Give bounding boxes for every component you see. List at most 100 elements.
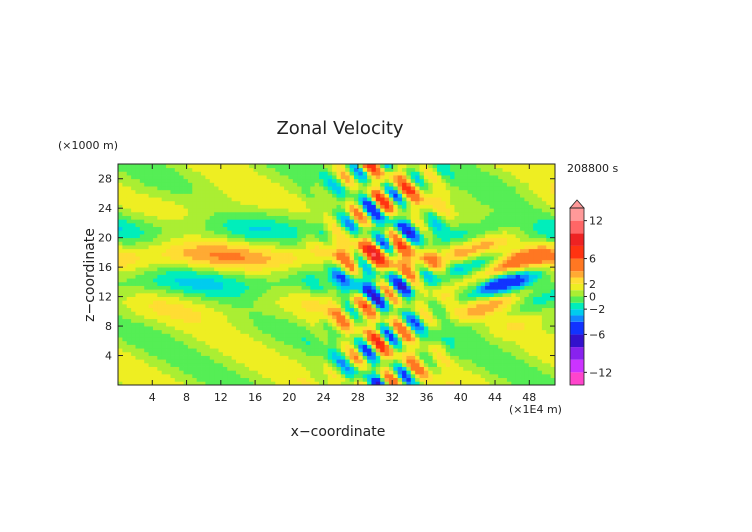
heatmap-cell [358, 311, 364, 316]
heatmap-cell [314, 215, 320, 220]
heatmap-cell [406, 348, 412, 353]
heatmap-cell [432, 248, 438, 253]
heatmap-cell [279, 241, 285, 246]
heatmap-cell [209, 200, 215, 205]
heatmap-cell [388, 340, 394, 345]
heatmap-cell [139, 248, 145, 253]
heatmap-cell [305, 211, 311, 216]
heatmap-cell [463, 226, 468, 231]
heatmap-cell [244, 233, 250, 239]
heatmap-cell [244, 322, 250, 327]
heatmap-cell [257, 315, 263, 320]
heatmap-cell [336, 252, 342, 257]
heatmap-cell [196, 263, 202, 268]
heatmap-cell [249, 211, 254, 216]
heatmap-cell [196, 197, 202, 202]
heatmap-cell [214, 167, 219, 172]
heatmap-cell [419, 292, 425, 297]
heatmap-cell [336, 215, 342, 220]
heatmap-cell [279, 373, 285, 379]
heatmap-cell [218, 230, 224, 235]
heatmap-cell [270, 311, 276, 316]
heatmap-cell [319, 348, 324, 353]
heatmap-cell [402, 263, 407, 268]
heatmap-cell [148, 204, 154, 209]
heatmap-cell [410, 322, 416, 327]
heatmap-cell [192, 296, 198, 301]
heatmap-cell [292, 171, 298, 176]
heatmap-cell [367, 366, 372, 371]
heatmap-cell [284, 200, 289, 205]
heatmap-cell [410, 348, 416, 353]
heatmap-cell [415, 355, 420, 360]
heatmap-cell [235, 381, 241, 386]
heatmap-cell [275, 252, 281, 257]
heatmap-cell [419, 337, 425, 342]
heatmap-cell [419, 355, 425, 360]
heatmap-cell [118, 329, 123, 334]
heatmap-cell [209, 245, 215, 250]
heatmap-cell [415, 186, 420, 191]
heatmap-cell [445, 178, 451, 183]
heatmap-cell [410, 296, 416, 301]
heatmap-cell [380, 175, 385, 180]
heatmap-cell [235, 351, 241, 356]
heatmap-cell [253, 167, 259, 172]
heatmap-cell [345, 303, 351, 309]
heatmap-cell [227, 318, 233, 323]
heatmap-cell [183, 245, 189, 250]
heatmap-cell [415, 164, 420, 169]
heatmap-cell [305, 281, 311, 286]
heatmap-cell [305, 197, 311, 202]
heatmap-cell [345, 241, 351, 246]
heatmap-cell [380, 366, 385, 371]
heatmap-cell [166, 193, 171, 198]
heatmap-cell [231, 278, 237, 283]
heatmap-cell [131, 222, 136, 228]
heatmap-cell [362, 230, 368, 235]
heatmap-cell [432, 164, 438, 169]
heatmap-cell [310, 233, 316, 239]
heatmap-cell [126, 270, 132, 275]
heatmap-cell [428, 370, 434, 375]
heatmap-cell [209, 211, 215, 216]
heatmap-cell [249, 252, 254, 257]
heatmap-cell [384, 189, 390, 194]
heatmap-cell [244, 278, 250, 283]
heatmap-cell [292, 281, 298, 286]
heatmap-cell [253, 189, 259, 194]
heatmap-cell [262, 373, 267, 379]
heatmap-cell [305, 193, 311, 198]
heatmap-cell [345, 211, 351, 216]
heatmap-cell [131, 355, 136, 360]
heatmap-cell [118, 373, 123, 379]
heatmap-cell [349, 337, 355, 342]
heatmap-cell [375, 189, 381, 194]
heatmap-cell [135, 311, 141, 316]
heatmap-cell [384, 237, 390, 242]
heatmap-cell [458, 208, 464, 213]
heatmap-cell [467, 281, 473, 286]
heatmap-cell [122, 307, 128, 312]
heatmap-cell [118, 370, 123, 375]
heatmap-cell [332, 348, 337, 353]
heatmap-cell [371, 230, 377, 235]
heatmap-cell [428, 315, 434, 320]
heatmap-cell [288, 263, 294, 268]
heatmap-cell [222, 281, 228, 286]
heatmap-cell [323, 215, 329, 220]
heatmap-cell [467, 307, 473, 312]
heatmap-cell [161, 307, 167, 312]
heatmap-cell [249, 215, 254, 220]
heatmap-cell [415, 245, 420, 250]
heatmap-cell [179, 300, 184, 305]
heatmap-cell [288, 292, 294, 297]
heatmap-cell [152, 178, 158, 183]
heatmap-cell [118, 366, 123, 371]
heatmap-cell [319, 307, 324, 312]
heatmap-cell [476, 377, 482, 382]
heatmap-cell [428, 230, 434, 235]
heatmap-cell [126, 230, 132, 235]
heatmap-cell [423, 337, 429, 342]
heatmap-cell [388, 289, 394, 294]
